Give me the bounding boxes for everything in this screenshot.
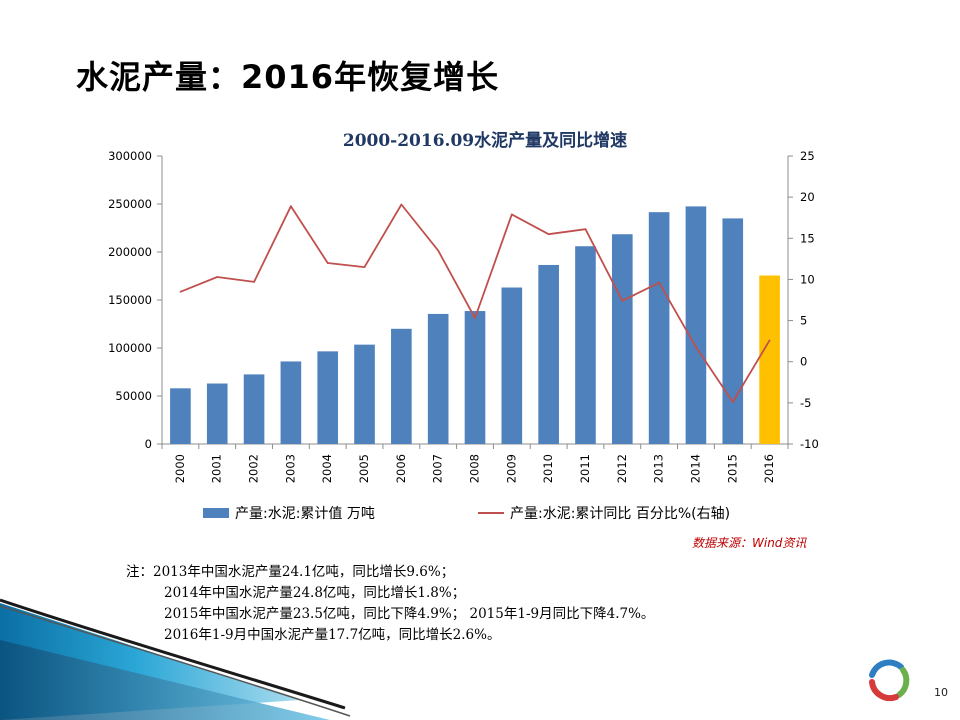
bar: [170, 388, 191, 444]
x-tick-label: 2003: [283, 454, 297, 483]
growth-point: [326, 262, 329, 264]
legend-item-bar: 产量:水泥:累计值 万吨: [203, 503, 375, 523]
growth-point: [768, 339, 771, 342]
company-logo: [869, 659, 910, 702]
growth-point: [474, 317, 476, 319]
y-right-tick-label: 10: [800, 272, 815, 286]
growth-point: [584, 228, 587, 231]
x-tick-label: 2004: [320, 454, 334, 483]
y-left-tick-label: 150000: [108, 293, 152, 307]
bar: [759, 275, 780, 444]
note-line-2: 2014年中国水泥产量24.8亿吨，同比增长1.8%；: [164, 585, 466, 601]
growth-point: [621, 300, 624, 302]
x-tick-label: 2002: [247, 454, 261, 483]
x-tick-label: 2011: [578, 454, 592, 483]
x-tick-label: 2014: [688, 454, 702, 483]
legend-label-line: 产量:水泥:累计同比 百分比%(右轴): [510, 506, 731, 522]
growth-point: [511, 213, 513, 216]
x-tick-label: 2000: [173, 454, 187, 483]
chart-title: 2000-2016.09水泥产量及同比增速: [343, 130, 627, 151]
y-left-tick-label: 250000: [108, 197, 152, 211]
x-tick-label: 2015: [725, 454, 739, 483]
growth-point: [400, 203, 403, 206]
note-line-3: 2015年中国水泥产量23.5亿吨，同比下降4.9%； 2015年1-9月同比下…: [164, 606, 655, 622]
y-right-tick-label: -5: [800, 396, 811, 410]
y-left-tick-label: 100000: [108, 341, 152, 355]
y-left-tick-label: 50000: [115, 389, 152, 403]
growth-point: [179, 290, 182, 293]
x-tick-label: 2005: [357, 454, 371, 483]
growth-point: [437, 249, 439, 252]
y-right-tick-label: 0: [800, 355, 807, 369]
bar: [501, 287, 523, 444]
growth-point: [290, 205, 292, 207]
bar: [243, 374, 265, 444]
bar: [611, 234, 633, 444]
y-right-tick-label: -10: [800, 437, 819, 451]
legend-swatch-bar: [203, 508, 229, 518]
bar: [391, 328, 412, 444]
legend-swatch-line: [478, 512, 504, 514]
growth-point: [547, 233, 550, 235]
y-left-tick-label: 0: [145, 437, 152, 451]
y-right-tick-label: 25: [800, 149, 815, 163]
bar: [427, 313, 449, 444]
x-tick-label: 2008: [468, 454, 482, 483]
growth-point: [216, 276, 219, 278]
bar: [206, 383, 228, 444]
growth-point: [658, 281, 660, 284]
x-tick-label: 2012: [615, 454, 629, 483]
bar: [575, 246, 596, 444]
y-left-tick-label: 200000: [108, 245, 152, 259]
notes: 注：2013年中国水泥产量24.1亿吨，同比增长9.6%； 2014年中国水泥产…: [126, 562, 654, 646]
bar: [538, 264, 559, 444]
bar: [464, 311, 486, 444]
x-tick-label: 2001: [210, 454, 224, 483]
note-line-4: 2016年1-9月中国水泥产量17.7亿吨，同比增长2.6%。: [164, 627, 501, 643]
legend-label-bar: 产量:水泥:累计值 万吨: [235, 506, 375, 522]
data-source: 数据来源：Wind资讯: [692, 536, 807, 550]
note-prefix: 注：: [126, 564, 153, 580]
growth-point: [731, 401, 734, 403]
bar: [317, 351, 339, 444]
x-tick-label: 2007: [431, 454, 445, 483]
slide-number: 10: [934, 686, 948, 699]
x-tick-label: 2009: [504, 454, 518, 483]
x-tick-label: 2016: [762, 454, 776, 483]
x-tick-label: 2010: [541, 454, 555, 483]
x-tick-label: 2013: [652, 454, 666, 483]
y-left-tick-label: 300000: [108, 149, 152, 163]
bar: [648, 212, 670, 444]
growth-point: [363, 266, 366, 268]
decorative-swoosh: [0, 598, 351, 720]
legend-item-line: 产量:水泥:累计同比 百分比%(右轴): [478, 503, 730, 523]
y-right-tick-label: 15: [800, 231, 815, 245]
chart-legend: 产量:水泥:累计值 万吨 产量:水泥:累计同比 百分比%(右轴): [0, 503, 960, 525]
bar: [685, 206, 707, 444]
growth-point: [695, 346, 697, 348]
y-right-tick-label: 5: [800, 314, 807, 328]
growth-point: [253, 281, 255, 283]
x-tick-label: 2006: [394, 454, 408, 483]
bar: [354, 344, 375, 444]
bar: [722, 218, 744, 444]
y-right-tick-label: 20: [800, 190, 815, 204]
note-line-1: 注：2013年中国水泥产量24.1亿吨，同比增长9.6%；: [126, 564, 455, 580]
bar: [280, 361, 302, 444]
slide-title: 水泥产量：2016年恢复增长: [76, 58, 500, 96]
